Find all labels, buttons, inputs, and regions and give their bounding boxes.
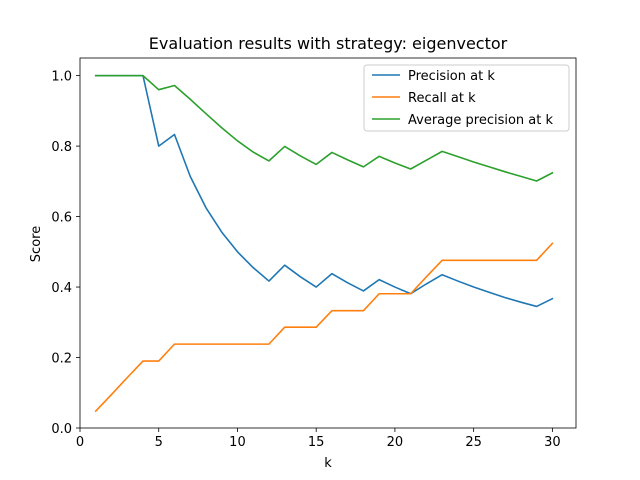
x-tick-label: 0 bbox=[76, 435, 84, 450]
x-tick-label: 5 bbox=[155, 435, 163, 450]
x-tick-label: 20 bbox=[387, 435, 404, 450]
chart-title: Evaluation results with strategy: eigenv… bbox=[149, 34, 508, 53]
x-tick-label: 30 bbox=[544, 435, 561, 450]
y-tick-label: 0.6 bbox=[51, 211, 72, 226]
x-axis-label: k bbox=[324, 456, 332, 471]
x-tick-label: 15 bbox=[308, 435, 325, 450]
series-line-0 bbox=[94, 74, 554, 308]
x-tick-label: 10 bbox=[229, 435, 246, 450]
series-line-1 bbox=[94, 242, 554, 413]
series-line-2 bbox=[94, 74, 554, 182]
axes-frame bbox=[79, 57, 577, 429]
legend-box bbox=[363, 64, 570, 132]
y-tick-label: 0.2 bbox=[51, 352, 72, 367]
x-tick-label: 25 bbox=[465, 435, 482, 450]
legend: Precision at k Recall at k Average precisi… bbox=[363, 64, 570, 132]
y-tick-label: 0.4 bbox=[51, 281, 72, 296]
y-axis-label: Score bbox=[29, 226, 44, 262]
y-tick-label: 0.8 bbox=[51, 140, 72, 155]
legend-label-2: Average precision at k bbox=[408, 113, 553, 128]
legend-label-1: Recall at k bbox=[408, 91, 476, 106]
plot-area: 0 5 10 15 20 25 30 0.0 0.2 0.4 0.6 0.8 1.0 bbox=[51, 57, 577, 450]
y-tick-label: 0.0 bbox=[51, 422, 72, 437]
y-tick-label: 1.0 bbox=[51, 70, 72, 85]
legend-label-0: Precision at k bbox=[408, 69, 495, 84]
